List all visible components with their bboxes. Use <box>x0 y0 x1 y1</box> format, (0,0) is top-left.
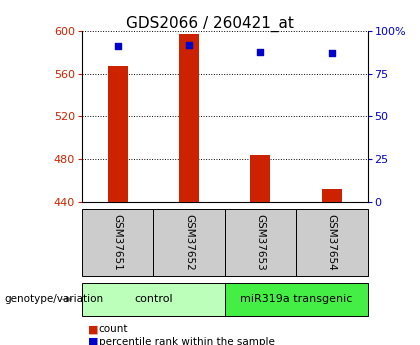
Text: GSM37651: GSM37651 <box>113 214 123 271</box>
Bar <box>108 66 128 202</box>
Point <box>114 44 121 49</box>
Text: genotype/variation: genotype/variation <box>4 294 103 304</box>
Bar <box>250 155 270 202</box>
Text: control: control <box>134 294 173 304</box>
Text: ■: ■ <box>88 325 99 334</box>
Point <box>186 42 192 48</box>
Text: miR319a transgenic: miR319a transgenic <box>240 294 352 304</box>
Text: ■: ■ <box>88 337 99 345</box>
Point <box>257 49 264 54</box>
Text: GSM37653: GSM37653 <box>255 214 265 271</box>
Text: GSM37654: GSM37654 <box>327 214 337 271</box>
Text: GDS2066 / 260421_at: GDS2066 / 260421_at <box>126 16 294 32</box>
Bar <box>179 34 199 202</box>
Point <box>328 50 335 56</box>
Bar <box>322 189 342 202</box>
Text: percentile rank within the sample: percentile rank within the sample <box>99 337 275 345</box>
Text: GSM37652: GSM37652 <box>184 214 194 271</box>
Text: count: count <box>99 325 128 334</box>
